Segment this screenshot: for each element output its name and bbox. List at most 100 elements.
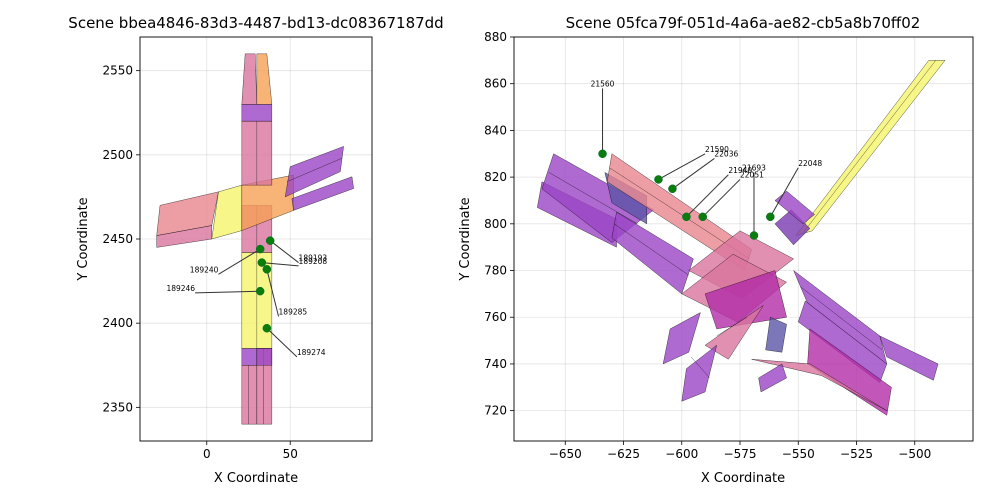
x-axis-label: X Coordinate (214, 471, 298, 486)
lane-polygons (537, 60, 946, 416)
lane-polygon (704, 305, 764, 360)
annotation-leader (261, 262, 299, 267)
axis-ticks: −650 −625 −600 −575 −550 −525 −500 720 740 760 780… (484, 30, 931, 461)
lane-polygon (291, 176, 354, 211)
y-tick-label: 2350 (102, 400, 133, 414)
y-tick-label: 840 (484, 123, 507, 137)
lane-polygons (156, 53, 354, 425)
y-tick-label: 2550 (102, 64, 133, 78)
y-tick-label: 800 (484, 217, 507, 231)
x-tick-label: 50 (283, 447, 298, 461)
y-tick-label: 760 (484, 310, 507, 324)
x-tick-label: −625 (607, 447, 640, 461)
chart-panel-left: Scene bbea4846-83d3-4487-bd13-dc08367187… (68, 14, 443, 486)
x-tick-label: −650 (549, 447, 582, 461)
axis-ticks: 0 50 2350 2400 2450 2500 2550 (102, 64, 297, 461)
lane-polygon (704, 270, 787, 330)
x-tick-label: 0 (203, 447, 211, 461)
annotation-leader (195, 290, 261, 294)
agent-marker (262, 265, 272, 274)
annotation-leader (686, 174, 729, 218)
lane-polygon (758, 363, 787, 393)
x-tick-label: −500 (898, 447, 931, 461)
y-axis-label: Y Coordinate (76, 197, 91, 281)
lane-polygon (681, 344, 718, 402)
annotation-leader (266, 327, 298, 358)
agent-id-label: 22036 (714, 149, 738, 158)
y-tick-label: 2500 (102, 148, 133, 162)
chart-title: Scene 05fca79f-051d-4a6a-ae82-cb5a8b70ff… (566, 14, 921, 32)
lane-polygon (662, 312, 701, 365)
agent-id-label: 189274 (297, 348, 326, 357)
lane-divider (548, 172, 638, 225)
lane-polygon (241, 104, 273, 122)
agent-id-label: 189240 (190, 265, 219, 274)
annotation-leader (269, 240, 299, 263)
y-axis-label: Y Coordinate (458, 197, 473, 281)
annotation-leader (702, 179, 741, 218)
lane-polygon (241, 53, 258, 105)
agent-marker (766, 212, 775, 222)
lane-polygon (879, 335, 939, 381)
y-tick-label: 2450 (102, 232, 133, 246)
x-axis-label: X Coordinate (701, 471, 785, 486)
lane-polygon (241, 348, 258, 366)
agent-marker (265, 236, 275, 245)
lane-polygon (256, 53, 273, 105)
lane-divider (802, 60, 936, 234)
agent-marker (262, 323, 272, 333)
lane-divider (800, 286, 883, 351)
annotation-leader (672, 158, 715, 190)
y-tick-label: 860 (484, 77, 507, 91)
y-tick-label: 2400 (102, 316, 133, 330)
annotation-leader (769, 167, 799, 218)
x-tick-label: −525 (840, 447, 873, 461)
lane-divider (614, 223, 689, 276)
y-tick-label: 740 (484, 357, 507, 371)
chart-panel-right: Scene 05fca79f-051d-4a6a-ae82-cb5a8b70ff… (458, 14, 974, 486)
x-tick-label: −575 (724, 447, 757, 461)
lane-polygon (807, 328, 892, 416)
y-tick-label: 820 (484, 170, 507, 184)
agent-marker (682, 212, 691, 222)
lane-polygon (765, 316, 787, 353)
lane-polygon (241, 365, 258, 425)
agent-id-label: 21590 (705, 145, 729, 154)
lane-polygon (284, 146, 344, 198)
agent-id-label: 22051 (740, 170, 764, 179)
agent-marker (255, 286, 265, 296)
x-tick-label: −600 (665, 447, 698, 461)
agent-marker (749, 231, 759, 240)
y-tick-label: 720 (484, 404, 507, 418)
lane-polygon (256, 348, 273, 366)
annotation-leader (658, 153, 706, 180)
y-tick-label: 780 (484, 264, 507, 278)
agent-id-label: 189208 (299, 257, 328, 266)
lane-polygon (774, 209, 811, 246)
agent-marker (654, 175, 663, 184)
agent-id-label: 189285 (279, 307, 308, 316)
lane-divider (690, 356, 710, 379)
lane-divider (286, 157, 343, 182)
x-tick-label: −550 (782, 447, 815, 461)
lane-polygon (156, 225, 212, 248)
agent-id-label: 21693 (742, 163, 766, 172)
agent-marker (598, 149, 607, 159)
agent-marker (698, 212, 707, 222)
annotation-leader (218, 248, 261, 275)
lane-polygon (795, 60, 946, 236)
agent-id-label: 21940 (728, 166, 752, 175)
agent-id-label: 189246 (166, 284, 195, 293)
agent-marker (668, 184, 677, 194)
agent-marker (257, 258, 267, 267)
agent-id-label: 189193 (299, 254, 328, 263)
agent-marker (255, 244, 265, 254)
agent-id-label: 22048 (798, 159, 822, 168)
agent-id-label: 21560 (591, 79, 615, 88)
chart-title: Scene bbea4846-83d3-4487-bd13-dc08367187… (68, 14, 443, 32)
y-tick-label: 880 (484, 30, 507, 44)
plot-frame (513, 36, 974, 442)
